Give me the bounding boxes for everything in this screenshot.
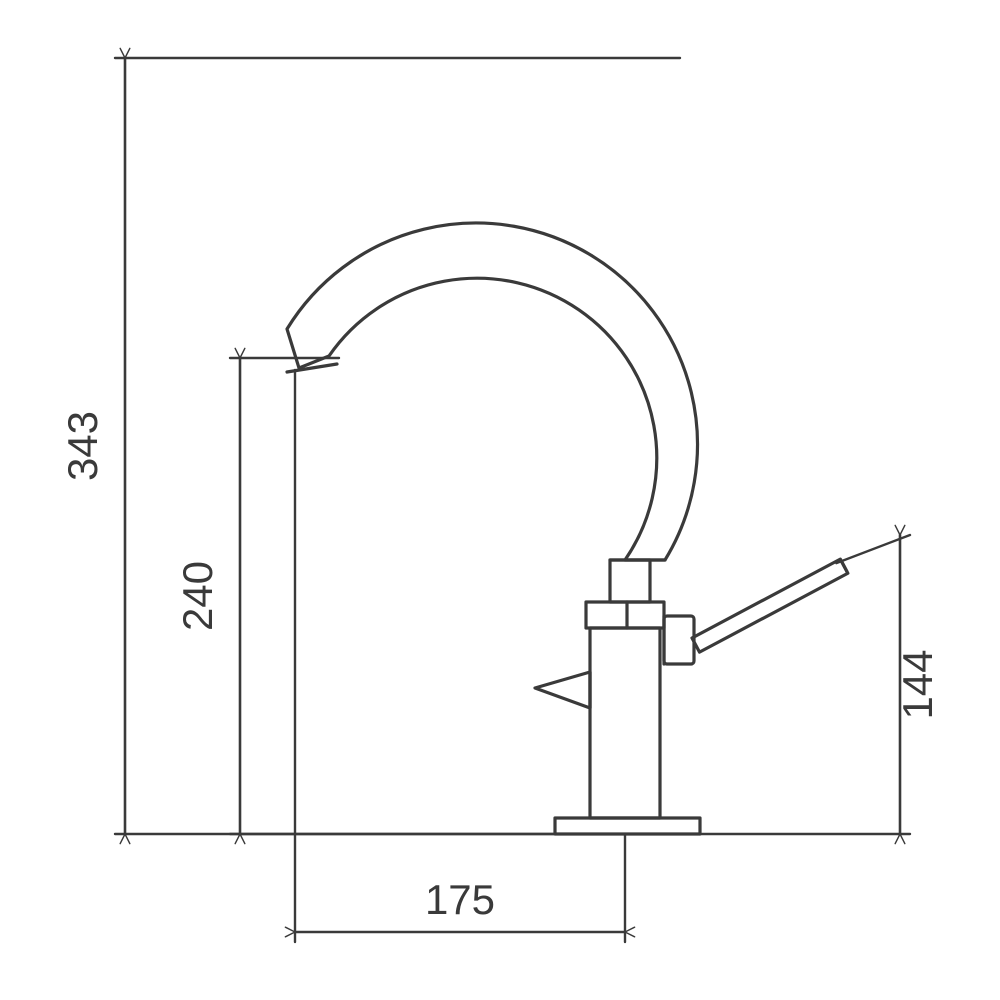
faucet-outline: [287, 223, 848, 834]
dimension-label: 144: [894, 649, 941, 719]
technical-drawing: 343 240 144 175: [0, 0, 1000, 1000]
dimension-label: 240: [174, 561, 221, 631]
dimension-label: 175: [425, 876, 495, 923]
dimensions: 343 240 144 175: [59, 58, 941, 942]
dimension-label: 343: [59, 411, 106, 481]
